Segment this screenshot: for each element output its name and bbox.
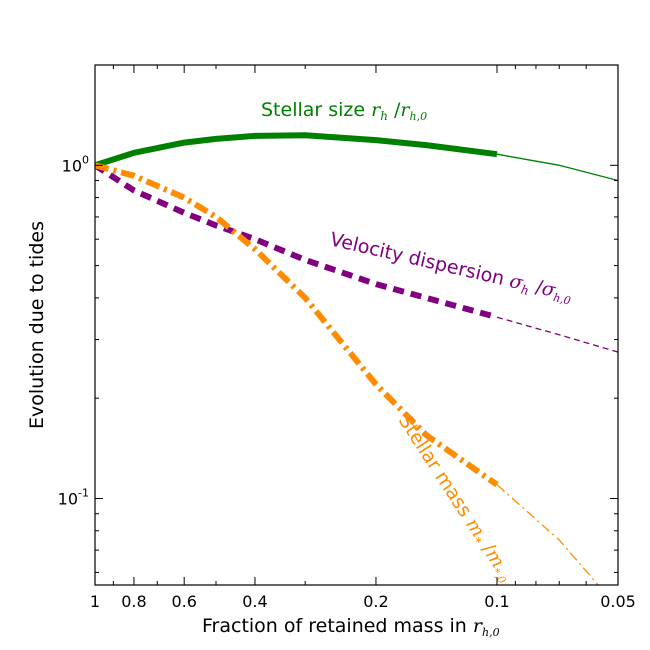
x-tick-label: 0.1 bbox=[484, 592, 509, 611]
x-tick-label: 1 bbox=[90, 592, 100, 611]
x-tick-label: 0.05 bbox=[600, 592, 636, 611]
series-line-2 bbox=[95, 162, 499, 488]
x-tick-label: 0.2 bbox=[363, 592, 388, 611]
y-tick-label: 100 bbox=[62, 153, 89, 175]
ticks-layer: 1 0.8 0.6 0.4 0.2 0.1 0.05 100 10-1 bbox=[58, 64, 636, 611]
x-tick-label: 0.6 bbox=[171, 592, 196, 611]
series-label-stellar-mass: Stellar mass m* /m*,0 bbox=[392, 411, 518, 587]
series-line-0 bbox=[95, 132, 498, 169]
series-label-velocity-dispersion: Velocity dispersion σh /σh,0 bbox=[327, 228, 574, 307]
y-axis-label: Evolution due to tides bbox=[26, 221, 48, 429]
series-extrapolation-2 bbox=[496, 484, 599, 585]
x-axis-label: Fraction of retained mass in rh,0 bbox=[202, 615, 500, 639]
series-label-stellar-size: Stellar size rh /rh,0 bbox=[261, 99, 427, 123]
y-tick-label: 10-1 bbox=[58, 486, 89, 508]
series-extrapolation-0 bbox=[496, 153, 618, 182]
x-tick-label: 0.4 bbox=[242, 592, 267, 611]
plot-frame bbox=[94, 64, 619, 586]
series-extrapolation-1 bbox=[496, 316, 618, 353]
series-line-1 bbox=[95, 162, 498, 321]
curves-layer bbox=[95, 132, 618, 585]
x-tick-label: 0.8 bbox=[121, 592, 146, 611]
